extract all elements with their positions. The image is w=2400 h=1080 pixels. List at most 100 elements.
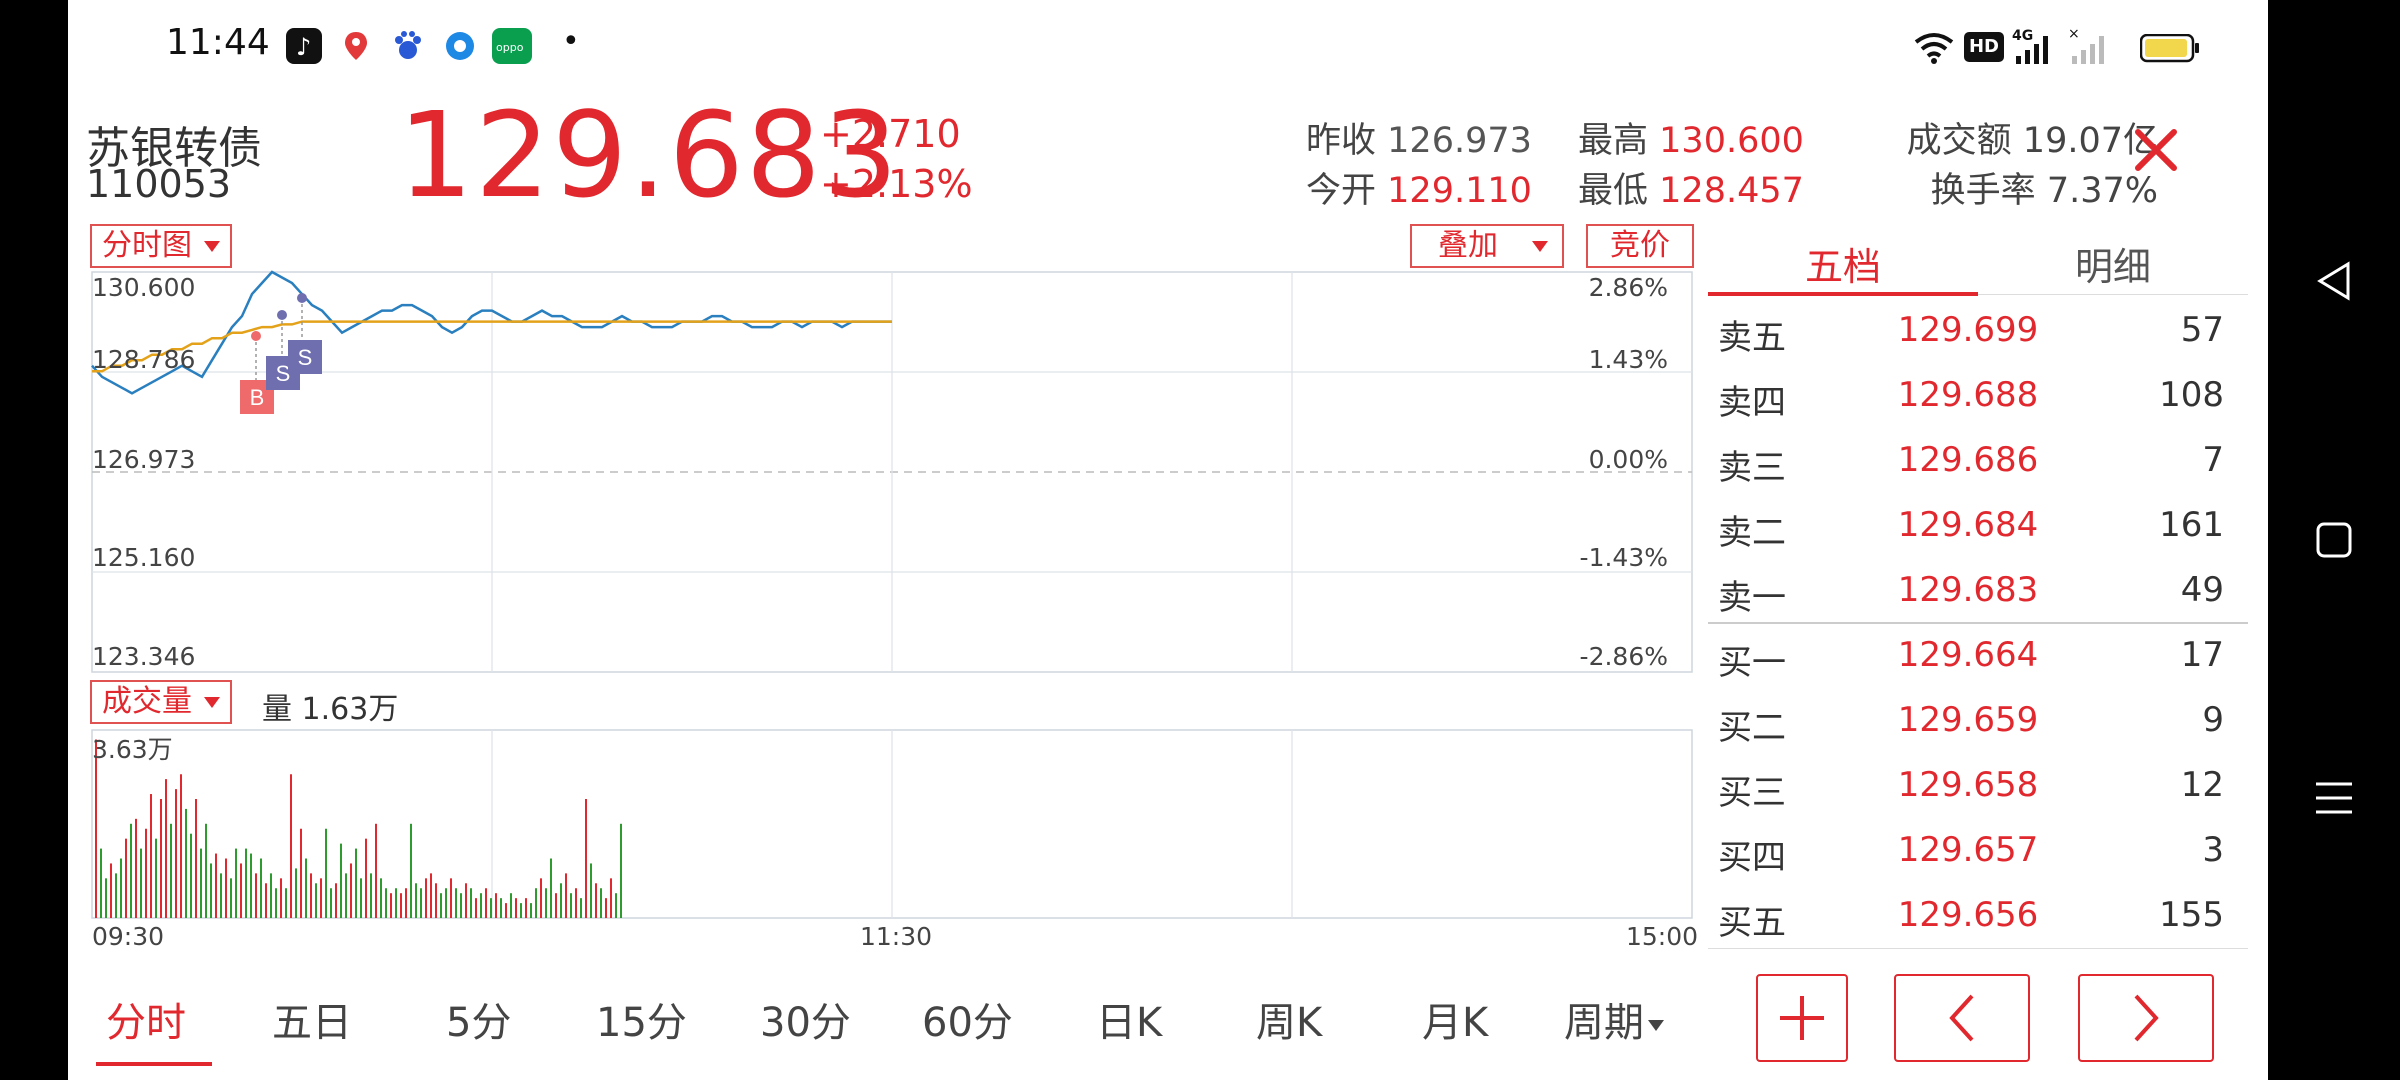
turnover-stat: 成交额 19.07亿 xyxy=(1852,112,2158,163)
bid-volume: 155 xyxy=(2159,895,2224,935)
svg-text:oppo: oppo xyxy=(496,41,524,54)
turnover-value: 19.07亿 xyxy=(2022,121,2158,161)
orderbook-divider xyxy=(1708,622,2248,624)
tab-details[interactable]: 明细 xyxy=(2074,245,2151,289)
period-dropdown-label: 周期 xyxy=(1564,1000,1644,1046)
signal-4g-icon: 4G xyxy=(2012,26,2062,70)
ask-volume: 49 xyxy=(2180,570,2224,610)
ask-price: 129.686 xyxy=(1897,440,2039,480)
last-price: 129.683 xyxy=(398,86,900,224)
low-label: 最低 xyxy=(1578,171,1649,211)
bid-row[interactable]: 买五 129.656 155 xyxy=(1708,883,2248,948)
volume-indicator-label: 成交量 xyxy=(102,684,192,719)
tab-weekly-k[interactable]: 周K xyxy=(1256,1000,1323,1046)
x-tick-1: 11:30 xyxy=(860,922,933,951)
chevron-right-icon xyxy=(2134,994,2159,1042)
marker-dot xyxy=(277,310,287,320)
overlay-dropdown[interactable]: 叠加 xyxy=(1410,224,1564,268)
ask-label: 卖五 xyxy=(1718,318,1786,358)
trade-marker-label: S xyxy=(276,361,291,386)
close-icon[interactable] xyxy=(2128,122,2184,178)
bid-row[interactable]: 买一 129.664 17 xyxy=(1708,623,2248,688)
ask-label: 卖一 xyxy=(1718,578,1786,618)
prev-stock-button[interactable] xyxy=(1894,974,2030,1062)
avg-price-line xyxy=(92,320,892,373)
bid-volume: 9 xyxy=(2202,700,2224,740)
tab-intraday[interactable]: 分时 xyxy=(106,1000,186,1046)
orderbook-tabs: 五档 明细 xyxy=(1708,230,2248,296)
open-stat: 今开 129.110 xyxy=(1306,162,1532,213)
chart-type-label: 分时图 xyxy=(102,228,192,263)
tab-60min[interactable]: 60分 xyxy=(922,1000,1013,1046)
y-tick-right-1: 1.43% xyxy=(1588,345,1668,374)
y-tick-right-3: -1.43% xyxy=(1579,543,1668,572)
bid-row[interactable]: 买二 129.659 9 xyxy=(1708,688,2248,753)
chevron-down-icon xyxy=(204,241,220,252)
ask-row[interactable]: 卖三 129.686 7 xyxy=(1708,428,2248,493)
overlay-label: 叠加 xyxy=(1438,228,1498,263)
auction-button[interactable]: 竞价 xyxy=(1586,224,1694,268)
browser-icon xyxy=(442,28,478,64)
tab-period-dropdown[interactable]: 周期 xyxy=(1564,990,1664,1048)
bid-row[interactable]: 买四 129.657 3 xyxy=(1708,818,2248,883)
prev-close-value: 126.973 xyxy=(1387,121,1532,161)
ask-label: 卖二 xyxy=(1718,513,1786,553)
maps-icon xyxy=(338,28,374,64)
battery-icon xyxy=(2139,33,2200,68)
home-icon[interactable] xyxy=(2314,520,2354,564)
bid-price: 129.659 xyxy=(1897,700,2039,740)
prev-close-stat: 昨收 126.973 xyxy=(1306,112,1532,163)
volume-indicator-dropdown[interactable]: 成交量 xyxy=(90,680,232,724)
ask-price: 129.688 xyxy=(1897,375,2039,415)
recents-menu-icon[interactable] xyxy=(2312,776,2356,824)
price-change-pct: +2.13% xyxy=(820,162,973,206)
ask-row[interactable]: 卖一 129.683 49 xyxy=(1708,558,2248,623)
ask-price: 129.683 xyxy=(1897,570,2039,610)
tab-5min[interactable]: 5分 xyxy=(446,1000,512,1046)
tab-30min[interactable]: 30分 xyxy=(760,1000,851,1046)
trade-marker-label: B xyxy=(250,385,265,410)
back-icon[interactable] xyxy=(2312,258,2356,308)
marker-dot xyxy=(297,293,307,303)
open-label: 今开 xyxy=(1306,171,1377,211)
chevron-left-icon xyxy=(1949,994,1974,1042)
x-tick-2: 15:00 xyxy=(1626,922,1699,951)
y-tick-right-2: 0.00% xyxy=(1588,445,1668,474)
svg-text:♪: ♪ xyxy=(296,33,311,61)
tiktok-icon: ♪ xyxy=(286,28,322,64)
high-stat: 最高 130.600 xyxy=(1578,112,1804,163)
ask-row[interactable]: 卖二 129.684 161 xyxy=(1708,493,2248,558)
tab-five-levels[interactable]: 五档 xyxy=(1804,245,1881,289)
system-navigation-bar xyxy=(2268,0,2400,1080)
tab-monthly-k[interactable]: 月K xyxy=(1422,1000,1489,1046)
tab-divider xyxy=(1708,294,2248,295)
ask-label: 卖四 xyxy=(1718,383,1786,423)
bid-row[interactable]: 买三 129.658 12 xyxy=(1708,753,2248,818)
ask-price: 129.684 xyxy=(1897,505,2039,545)
y-tick-left-2: 126.973 xyxy=(92,445,196,474)
low-stat: 最低 128.457 xyxy=(1578,162,1804,213)
volume-readout: 量 1.63万 xyxy=(262,692,399,727)
ask-row[interactable]: 卖四 129.688 108 xyxy=(1708,363,2248,428)
plus-icon xyxy=(1780,996,1824,1040)
bid-volume: 12 xyxy=(2180,765,2224,805)
bid-label: 买三 xyxy=(1718,773,1786,813)
period-active-indicator xyxy=(96,1062,212,1066)
notification-dot: • xyxy=(562,24,580,59)
volume-max-label: 3.63万 xyxy=(92,735,173,764)
volume-bars xyxy=(95,739,622,918)
open-value: 129.110 xyxy=(1387,171,1532,211)
chart-grid xyxy=(91,271,1693,919)
tab-daily-k[interactable]: 日K xyxy=(1096,1000,1163,1046)
baidu-icon xyxy=(390,28,426,64)
tab-five-day[interactable]: 五日 xyxy=(272,1000,352,1046)
chart-type-dropdown[interactable]: 分时图 xyxy=(90,224,232,268)
add-button[interactable] xyxy=(1756,974,1848,1062)
y-tick-right-0: 2.86% xyxy=(1588,273,1668,302)
bid-price: 129.658 xyxy=(1897,765,2039,805)
ask-row[interactable]: 卖五 129.699 57 xyxy=(1708,298,2248,363)
tab-15min[interactable]: 15分 xyxy=(596,1000,687,1046)
next-stock-button[interactable] xyxy=(2078,974,2214,1062)
status-time: 11:44 xyxy=(166,22,270,63)
hd-badge: HD xyxy=(1964,32,2004,62)
